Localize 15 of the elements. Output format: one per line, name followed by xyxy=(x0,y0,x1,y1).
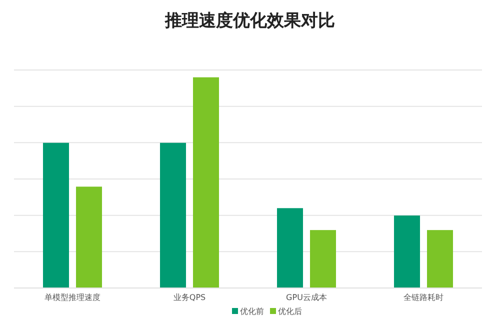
bar xyxy=(193,77,219,288)
bar xyxy=(277,208,303,288)
bar xyxy=(160,142,186,288)
bar xyxy=(427,230,453,288)
x-tick-label: 全链路耗时 xyxy=(404,293,444,302)
bar xyxy=(76,186,102,288)
bar xyxy=(310,230,336,288)
chart-title: 推理速度优化效果对比 xyxy=(164,11,335,31)
legend-label: 优化后 xyxy=(278,307,302,316)
x-tick-label: GPU云成本 xyxy=(286,293,327,302)
legend-label: 优化前 xyxy=(240,307,264,316)
bar xyxy=(394,216,420,288)
x-tick-label: 单模型推理速度 xyxy=(44,293,100,302)
x-tick-label: 业务QPS xyxy=(173,293,206,302)
bar xyxy=(43,142,69,288)
